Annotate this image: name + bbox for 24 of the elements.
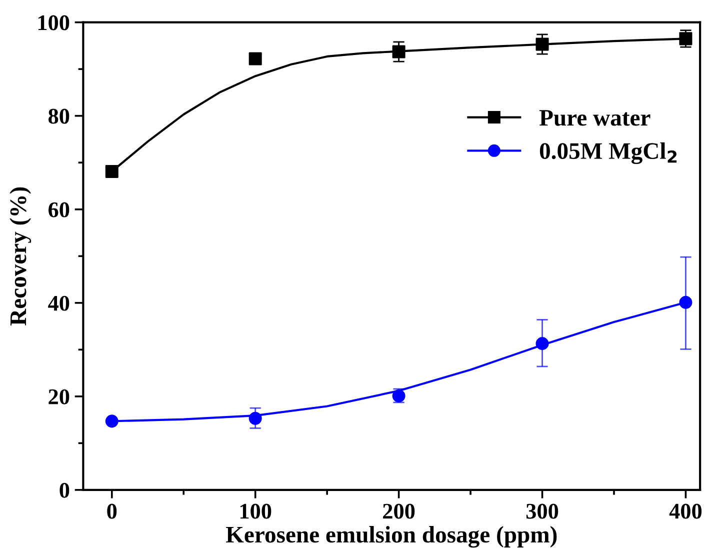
point	[105, 414, 118, 428]
point	[248, 52, 262, 66]
x-tick-label: 100	[240, 504, 272, 519]
x-tick-label: 300	[526, 504, 558, 519]
y-tick-label: 0	[60, 482, 70, 498]
point	[536, 38, 549, 51]
legend-label: 0.05M MgCl$_{2}$	[540, 142, 677, 164]
legend-label: Pure water	[539, 110, 650, 126]
y-axis-title: Recovery (%)	[10, 187, 32, 326]
x-tick-label: 400	[669, 504, 702, 519]
point	[105, 164, 118, 178]
y-tick-label: 100	[38, 15, 70, 30]
y-tick-label: 80	[48, 108, 70, 124]
point	[248, 412, 262, 425]
x-tick-label: 0	[107, 504, 117, 519]
point	[679, 32, 692, 46]
y-tick-label: 60	[48, 202, 70, 218]
y-tick-label: 40	[48, 296, 70, 311]
point	[392, 45, 406, 58]
x-axis-title: Kerosene emulsion dosage (ppm)	[226, 526, 557, 548]
point	[536, 337, 549, 350]
point	[679, 296, 692, 309]
y-tick-label: 20	[48, 389, 70, 404]
x-tick-label: 200	[383, 504, 415, 519]
